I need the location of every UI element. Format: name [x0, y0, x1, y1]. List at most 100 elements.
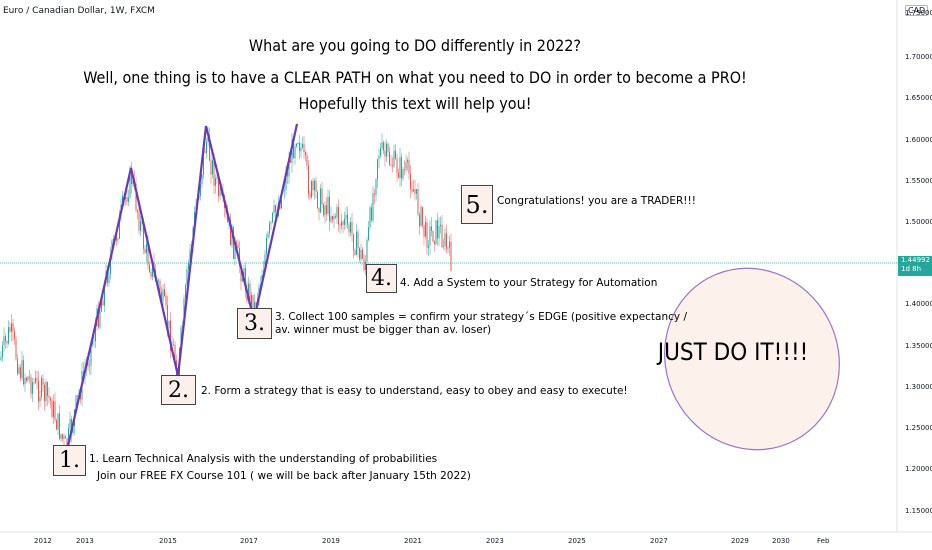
candle-body — [164, 289, 165, 297]
candle-body — [113, 238, 114, 241]
candle-body — [3, 336, 5, 346]
candle-body — [41, 378, 42, 397]
candle-body — [440, 224, 441, 227]
candle-body — [321, 188, 323, 205]
candle-body — [32, 382, 33, 394]
candle-body — [285, 171, 287, 190]
candle-body — [90, 344, 92, 366]
symbol-title[interactable]: Euro / Canadian Dollar, 1W, FXCM — [3, 6, 155, 16]
candle-body — [126, 197, 128, 203]
candle-body — [0, 356, 2, 360]
candle-body — [216, 177, 218, 179]
candle-body — [333, 216, 335, 220]
candle-body — [69, 419, 71, 429]
candle-body — [110, 255, 111, 274]
candle-body — [347, 214, 348, 225]
candle-body — [416, 189, 417, 194]
candle-body — [312, 180, 314, 191]
last-price-badge[interactable]: 1.44992 1d 8h — [898, 256, 932, 276]
candle-body — [417, 189, 419, 215]
candle-body — [444, 233, 446, 247]
price-tick: 1.40000 — [905, 300, 932, 308]
candle-body — [45, 382, 47, 402]
step-4-text: 4. Add a System to your Strategy for Aut… — [400, 277, 658, 289]
price-tick: 1.55000 — [905, 177, 932, 185]
price-tick: 1.75000 — [905, 9, 932, 17]
price-tick: 1.15000 — [905, 507, 932, 515]
candle-body — [296, 143, 297, 147]
candle-body — [293, 139, 294, 159]
candle-body — [185, 285, 186, 299]
candle-body — [393, 150, 395, 167]
candle-body — [381, 142, 383, 149]
candle-body — [11, 323, 12, 332]
step-1-subtext: Join our FREE FX Course 101 ( we will be… — [97, 470, 471, 482]
candle-body — [348, 224, 350, 233]
candle-body — [323, 204, 324, 216]
candle-body — [75, 395, 77, 410]
candle-body — [401, 157, 402, 179]
candle-body — [383, 142, 384, 151]
candle-body — [248, 283, 249, 302]
candle-body — [326, 205, 327, 214]
candle-body — [306, 155, 308, 166]
price-tick: 1.35000 — [905, 342, 932, 350]
candle-body — [425, 222, 426, 237]
candle-body — [158, 280, 159, 282]
candle-body — [432, 230, 434, 243]
step-4-number: 4. — [366, 264, 397, 293]
candle-body — [180, 327, 182, 348]
candle-body — [104, 282, 105, 306]
zigzag-path — [64, 123, 299, 456]
candle-body — [36, 378, 38, 381]
candle-body — [252, 295, 254, 320]
candle-body — [98, 308, 99, 328]
candle-body — [342, 221, 344, 225]
candle-body — [392, 165, 393, 167]
candle-body — [47, 382, 48, 396]
candle-body — [402, 169, 404, 179]
currency-badge[interactable]: CAD — [905, 5, 929, 16]
candle-body — [20, 367, 21, 379]
candle-body — [351, 221, 353, 234]
headline-line-2: Well, one thing is to have a CLEAR PATH … — [83, 68, 747, 87]
candle-body — [369, 207, 371, 228]
candle-body — [372, 193, 374, 221]
candle-body — [9, 327, 11, 332]
candle-body — [269, 223, 270, 233]
price-tick: 1.20000 — [905, 465, 932, 473]
candle-body — [186, 269, 188, 286]
candle-body — [60, 434, 62, 439]
time-tick: 2021 — [404, 537, 422, 545]
candle-body — [404, 169, 405, 170]
step-3-text: 3. Collect 100 samples = confirm your st… — [275, 311, 687, 323]
candle-body — [17, 358, 18, 374]
candle-body — [8, 327, 9, 344]
candle-body — [89, 365, 90, 367]
candle-body — [165, 296, 167, 306]
candle-body — [449, 241, 450, 248]
price-tick: 1.65000 — [905, 94, 932, 102]
candle-body — [53, 401, 54, 418]
candle-body — [389, 151, 390, 165]
candle-body — [62, 434, 63, 439]
candle-body — [77, 395, 78, 397]
candle-body — [129, 167, 131, 198]
candle-body — [146, 243, 147, 254]
candle-body — [356, 231, 357, 255]
time-tick: 2013 — [76, 537, 94, 545]
step-5-text: Congratulations! you are a TRADER!!! — [497, 195, 696, 207]
candle-body — [203, 151, 204, 175]
candle-body — [200, 184, 201, 196]
candle-body — [188, 262, 189, 270]
candle-body — [429, 226, 431, 246]
candle-body — [414, 189, 416, 194]
candle-body — [419, 214, 420, 226]
candle-body — [303, 144, 305, 153]
candle-body — [170, 320, 171, 351]
candle-body — [344, 218, 345, 225]
candle-body — [255, 302, 257, 308]
price-tick: 1.70000 — [905, 53, 932, 61]
candle-body — [249, 283, 251, 306]
